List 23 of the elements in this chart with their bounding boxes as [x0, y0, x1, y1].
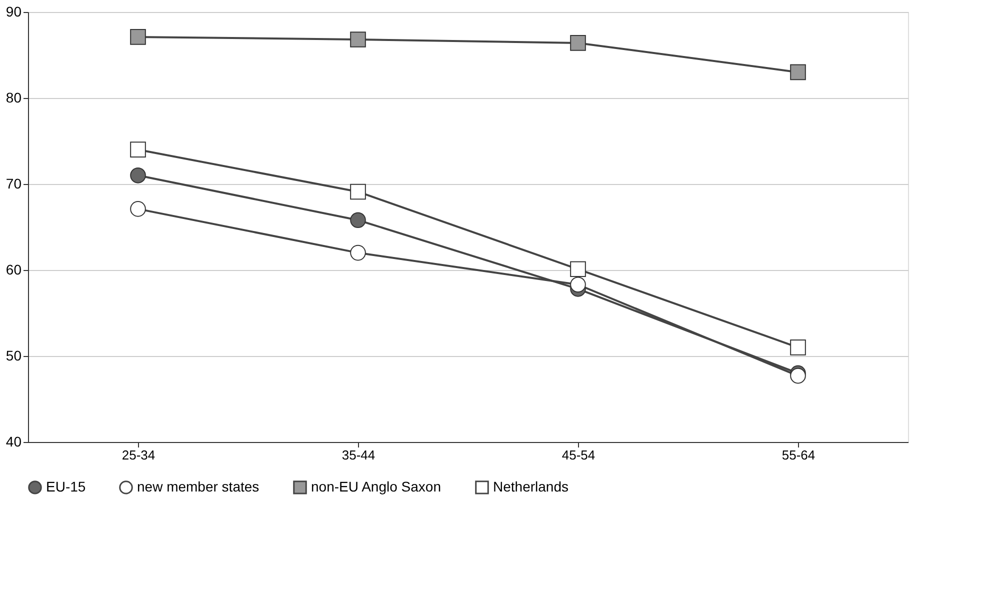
legend-label: EU-15: [46, 478, 86, 494]
point: [350, 184, 366, 200]
x-tick-label: 45-54: [562, 448, 596, 462]
point: [350, 32, 366, 48]
legend-label: Netherlands: [493, 478, 568, 494]
point: [130, 29, 146, 45]
point: [130, 168, 146, 184]
y-tick-label: 40: [6, 434, 22, 450]
point: [790, 64, 806, 80]
point: [570, 261, 586, 278]
x-tick-label: 25-34: [122, 448, 156, 462]
point: [570, 35, 586, 51]
x-tick-label: 55-64: [782, 448, 816, 462]
y-tick-label: 70: [6, 176, 22, 192]
y-tick-label: 50: [6, 348, 22, 364]
y-tick-label: 80: [6, 90, 22, 106]
y-tick-label: 90: [6, 4, 22, 20]
legend-label: non-EU Anglo Saxon: [311, 478, 441, 494]
x-tick-label: 35-44: [342, 448, 376, 462]
y-tick-label: 60: [6, 262, 22, 278]
point: [570, 276, 586, 293]
legend-label: new member states: [137, 478, 260, 494]
point: [350, 212, 366, 228]
